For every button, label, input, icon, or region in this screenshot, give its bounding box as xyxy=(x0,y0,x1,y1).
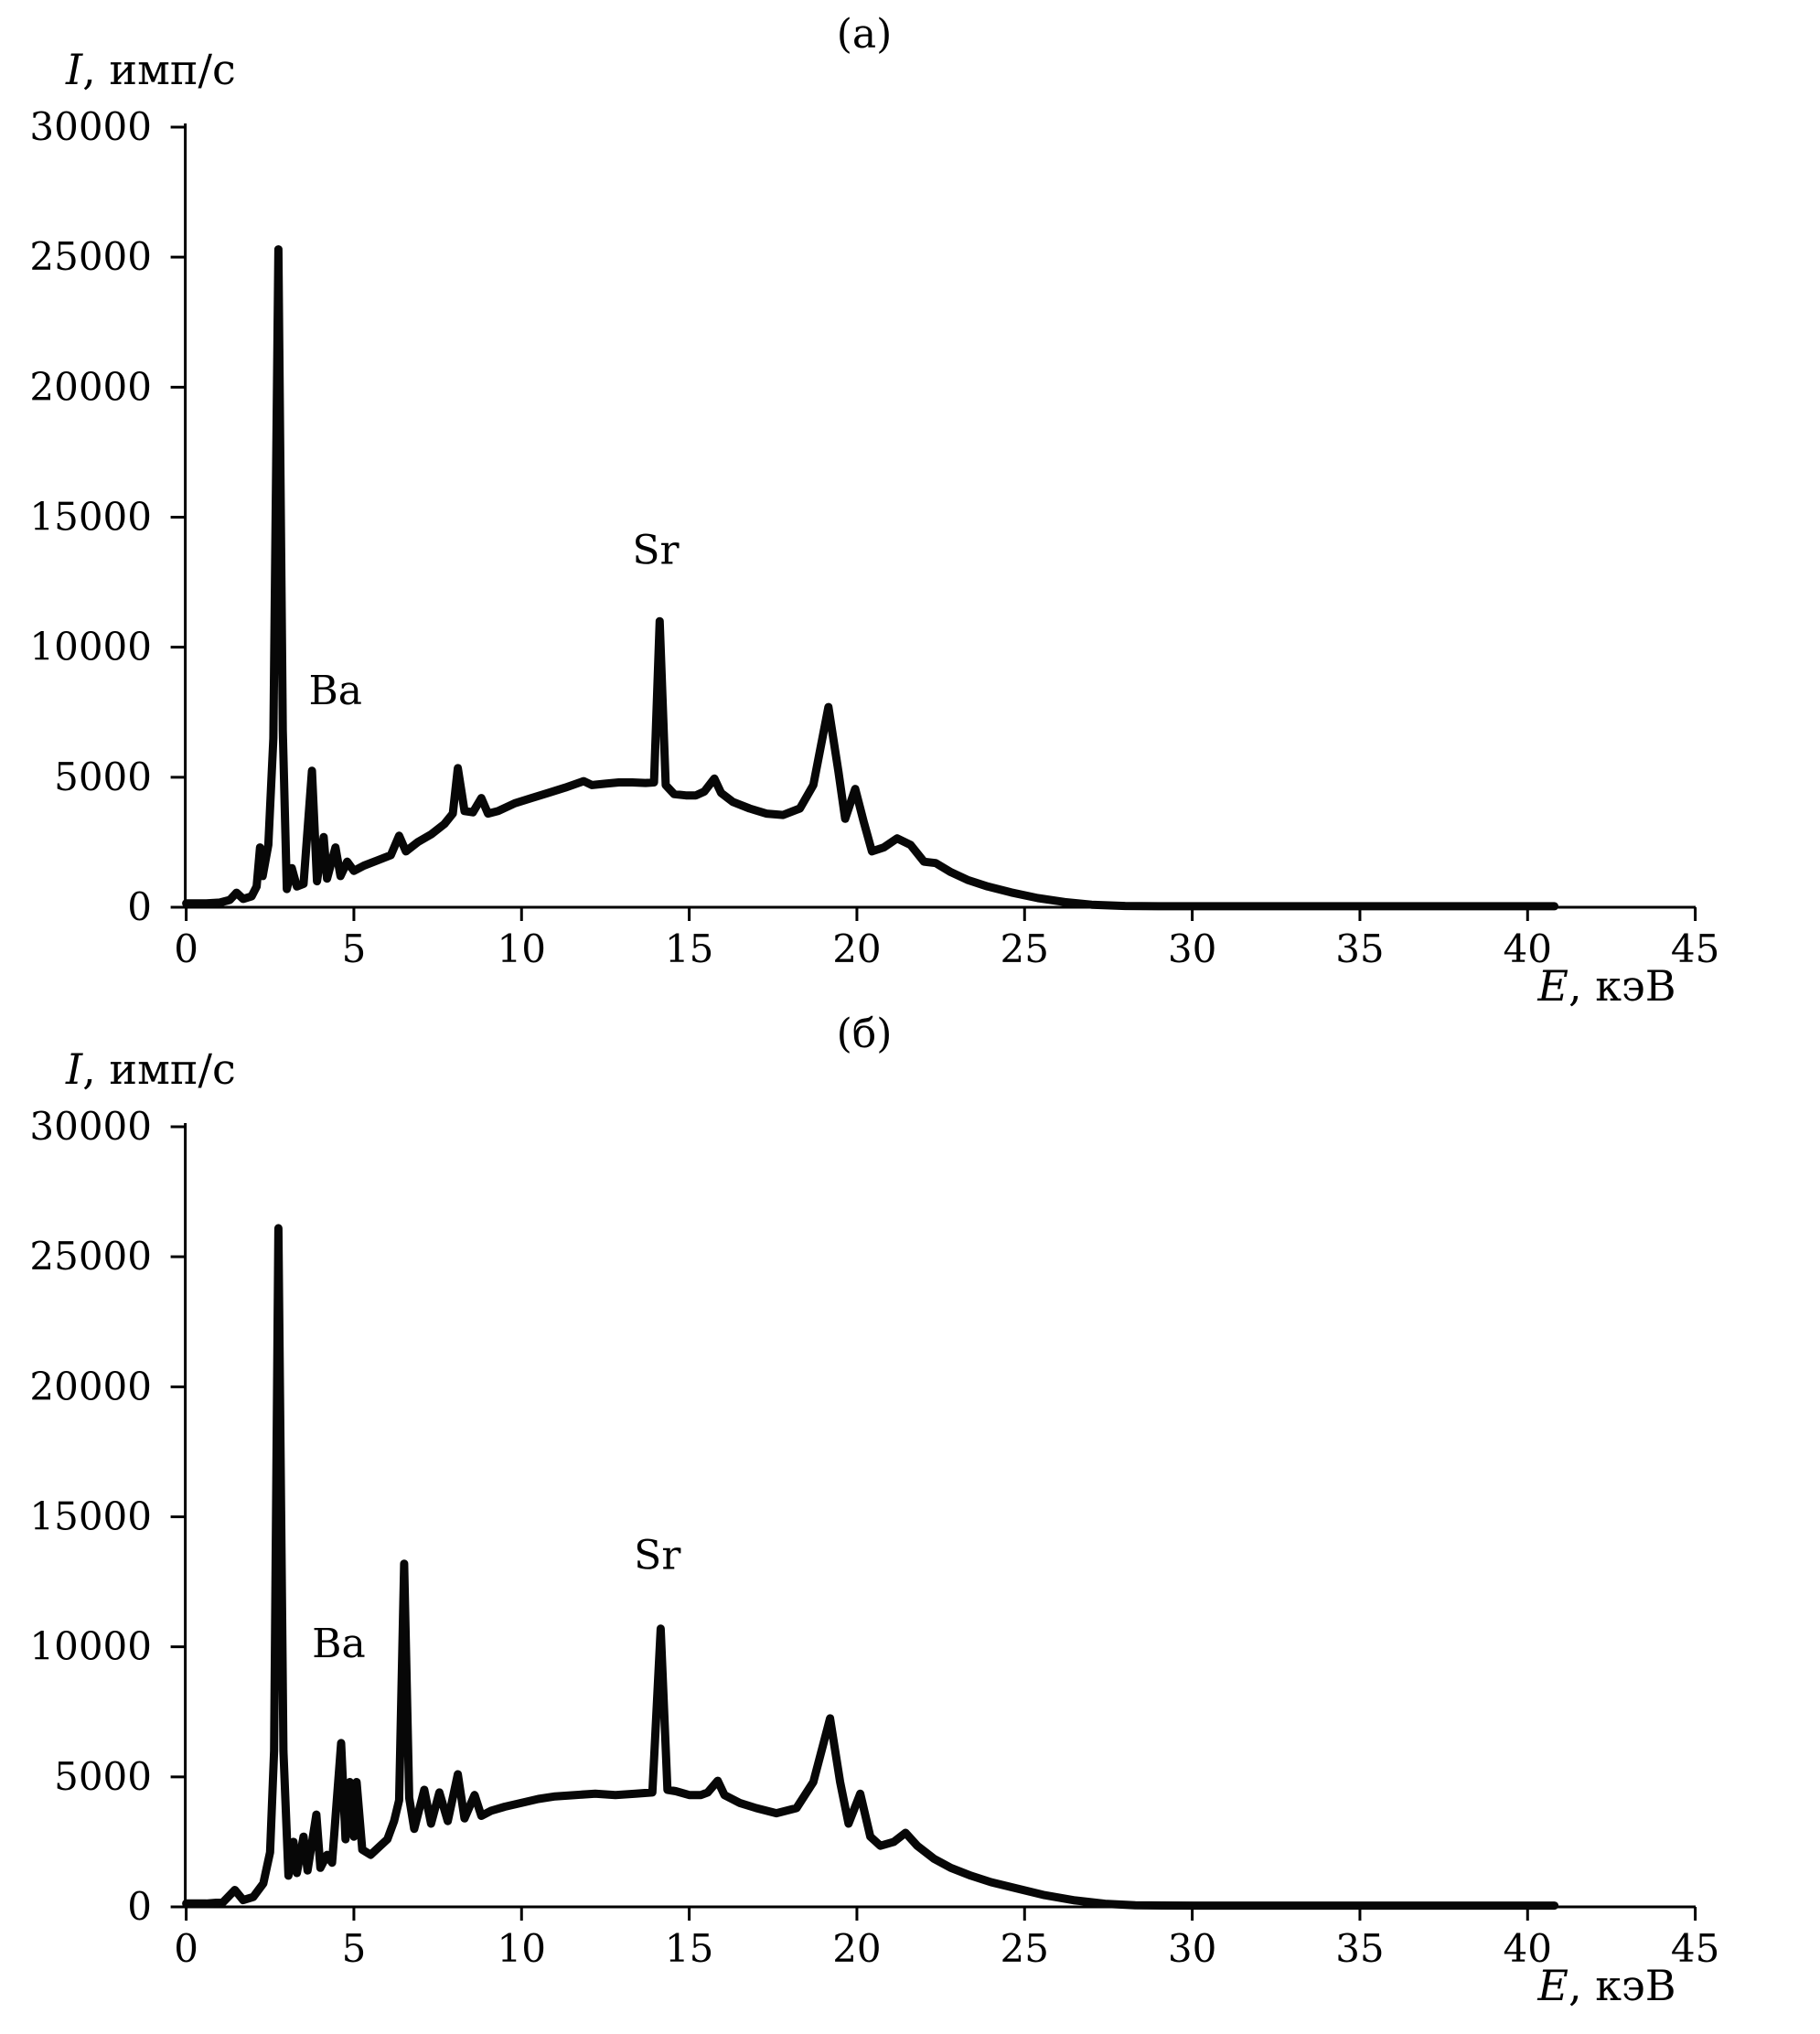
spectrum-curve-b xyxy=(182,1224,1559,1911)
x-tick-label: 0 xyxy=(174,926,198,971)
x-tick-label: 40 xyxy=(1504,926,1552,971)
y-tick-label: 30000 xyxy=(29,1104,152,1149)
y-tick-label: 10000 xyxy=(29,625,152,669)
y-axis-symbol: I xyxy=(65,45,83,94)
x-tick-label: 25 xyxy=(1001,926,1049,971)
peak-label-ba: Ba xyxy=(308,668,362,714)
y-tick-label: 15000 xyxy=(29,1493,152,1538)
axes-b: 30000 25000 20000 15000 10000 5000 00 5 10 15 20 25… xyxy=(29,1104,1719,1971)
x-tick-label: 15 xyxy=(665,926,713,971)
spectrum-b-line xyxy=(182,1224,1559,1911)
x-tick-label: 45 xyxy=(1671,926,1719,971)
x-tick-label: 15 xyxy=(665,1926,713,1971)
peak-annotations-a: Ba Sr xyxy=(308,528,680,715)
y-tick-label: 15000 xyxy=(29,494,152,539)
x-tick-label: 20 xyxy=(832,926,881,971)
y-axis-units: , имп/с xyxy=(82,1044,236,1094)
spectrum-plot-a: (а) I, имп/с 300002500020000150001000050… xyxy=(29,11,1719,1011)
y-tick-label: 25000 xyxy=(29,1234,152,1279)
x-tick-label: 30 xyxy=(1168,926,1216,971)
y-axis-symbol: I xyxy=(65,1044,83,1094)
x-tick-label: 0 xyxy=(174,1926,198,1971)
x-tick-label: 10 xyxy=(498,1926,546,1971)
peak-annotations-b: Ba Sr xyxy=(312,1532,681,1667)
spectrum-a-line xyxy=(182,245,1559,911)
x-axis-units: , кэВ xyxy=(1568,961,1676,1011)
x-tick-label: 20 xyxy=(832,1926,881,1971)
x-tick-label: 10 xyxy=(498,926,546,971)
peak-label-sr: Sr xyxy=(634,1532,681,1579)
axes-a: 30000 25000 20000 15000 10000 5000 00 5 10 15 20 25… xyxy=(29,104,1719,971)
y-tick-label: 30000 xyxy=(29,104,152,149)
y-tick-label: 5000 xyxy=(54,755,152,799)
spectrum-curve-a xyxy=(182,245,1559,911)
x-tick-label: 40 xyxy=(1504,1926,1552,1971)
x-axis-label-b: E, кэВ xyxy=(1536,1961,1675,2010)
y-tick-label: 0 xyxy=(127,884,152,929)
peak-label-ba: Ba xyxy=(312,1621,366,1667)
panel-a: (а) I, имп/с 30000 25000 20000 15000 10000 50… xyxy=(29,11,1719,1011)
y-axis-units: , имп/с xyxy=(82,45,236,94)
y-axis-label-b: I, имп/с xyxy=(65,1044,236,1094)
y-tick-label: 0 xyxy=(127,1884,152,1929)
x-axis-symbol: E xyxy=(1536,961,1568,1011)
y-tick-label: 20000 xyxy=(29,1364,152,1408)
x-tick-label: 5 xyxy=(342,1926,367,1971)
y-axis-label-a: I, имп/с xyxy=(65,45,236,94)
peak-label-sr: Sr xyxy=(632,528,680,574)
x-axis-symbol: E xyxy=(1536,1961,1568,2010)
y-tick-label: 20000 xyxy=(29,364,152,409)
y-tick-label: 25000 xyxy=(29,234,152,279)
x-tick-label: 5 xyxy=(342,926,367,971)
x-tick-label: 45 xyxy=(1671,1926,1719,1971)
x-tick-label: 25 xyxy=(1001,1926,1049,1971)
x-tick-label: 35 xyxy=(1335,926,1384,971)
x-axis-units: , кэВ xyxy=(1568,1961,1676,2010)
x-tick-label: 30 xyxy=(1168,1926,1216,1971)
y-tick-label: 10000 xyxy=(29,1624,152,1669)
y-tick-label: 5000 xyxy=(54,1754,152,1799)
panel-b: (б) I, имп/с 30000 25000 20000 15000 10000 50… xyxy=(0,1000,1820,2017)
panel-b-title: (б) xyxy=(837,1011,893,1057)
x-tick-label: 35 xyxy=(1335,1926,1384,1971)
x-axis-label-a: E, кэВ xyxy=(1536,961,1675,1011)
panel-a-title: (а) xyxy=(837,11,893,58)
spectrum-plot-b: (б) I, имп/с 300002500020000150001000050… xyxy=(29,1011,1719,2010)
